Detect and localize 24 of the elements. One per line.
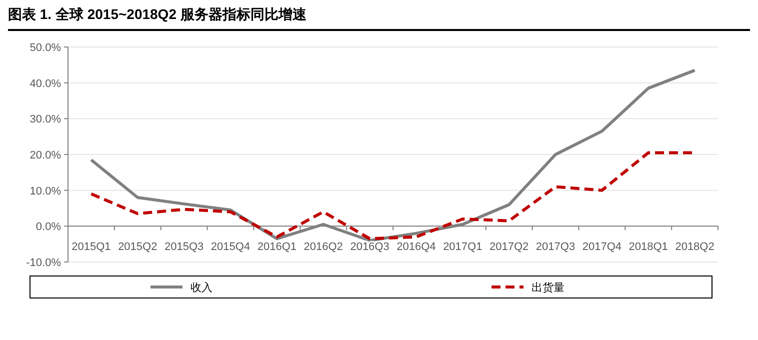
y-tick-label: 0.0% bbox=[36, 221, 62, 234]
y-tick-label: 40.0% bbox=[30, 78, 62, 90]
x-tick-label: 2015Q3 bbox=[164, 241, 204, 254]
x-tick-label: 2015Q4 bbox=[210, 241, 250, 254]
legend-label: 出货量 bbox=[532, 281, 564, 294]
y-tick-label: 30.0% bbox=[30, 114, 62, 126]
x-tick-label: 2017Q1 bbox=[443, 241, 482, 254]
x-tick-label: 2015Q1 bbox=[72, 241, 111, 254]
y-tick-label: -10.0% bbox=[26, 257, 62, 269]
y-tick-label: 20.0% bbox=[30, 150, 62, 162]
y-tick-label: 50.0% bbox=[30, 42, 62, 54]
chart-title: 图表 1. 全球 2015~2018Q2 服务器指标同比增速 bbox=[8, 6, 308, 22]
x-tick-label: 2018Q1 bbox=[628, 241, 668, 254]
legend-label: 收入 bbox=[190, 281, 212, 294]
x-tick-label: 2016Q4 bbox=[396, 241, 436, 254]
y-tick-label: 10.0% bbox=[30, 185, 62, 198]
x-tick-label: 2018Q2 bbox=[675, 241, 714, 254]
x-tick-label: 2016Q3 bbox=[350, 241, 390, 254]
x-tick-label: 2017Q4 bbox=[582, 241, 622, 254]
x-tick-label: 2017Q2 bbox=[489, 241, 529, 254]
x-tick-label: 2017Q3 bbox=[536, 241, 576, 254]
x-tick-label: 2016Q2 bbox=[304, 241, 343, 254]
x-tick-label: 2016Q1 bbox=[257, 241, 297, 254]
x-tick-label: 2015Q2 bbox=[118, 241, 158, 254]
